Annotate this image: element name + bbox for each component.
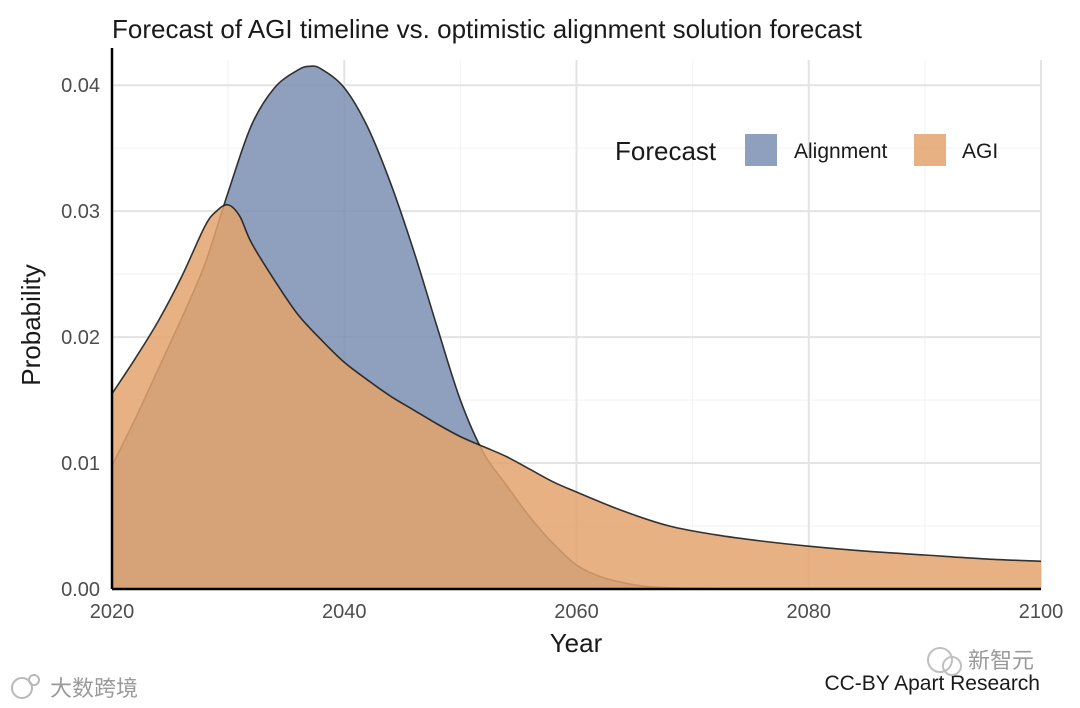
legend-label-alignment: Alignment	[794, 140, 888, 163]
y-tick-label: 0.01	[61, 453, 100, 475]
watermark-right-logo-icon-2	[942, 656, 962, 676]
watermark-right: 新智元	[927, 647, 1034, 676]
legend-swatch-agi	[914, 134, 946, 166]
y-tick-label: 0.04	[61, 75, 100, 97]
legend-swatch-alignment	[745, 134, 777, 166]
y-tick-label: 0.02	[61, 327, 100, 349]
y-tick-label: 0.03	[61, 201, 100, 223]
area-agi	[112, 204, 1041, 589]
x-tick-label: 2040	[322, 601, 367, 623]
x-tick-label: 2060	[554, 601, 599, 623]
watermark-left-text: 大数跨境	[50, 677, 138, 702]
y-tick-label: 0.00	[61, 579, 100, 601]
legend-title: Forecast	[615, 136, 717, 166]
y-axis-title: Probability	[16, 264, 46, 385]
legend: Forecast Alignment AGI	[615, 134, 998, 166]
x-axis-title: Year	[550, 628, 603, 658]
tick-labels: 2020 2040 2060 2080 2100 0.00 0.01 0.02 0.03 0.04	[61, 75, 1063, 623]
chart-title: Forecast of AGI timeline vs. optimistic …	[112, 14, 863, 44]
x-tick-label: 2020	[90, 601, 135, 623]
x-tick-label: 2100	[1019, 601, 1064, 623]
watermark-right-text: 新智元	[968, 649, 1034, 674]
line-agi	[111, 203, 1042, 563]
credit-text: CC-BY Apart Research	[824, 672, 1040, 695]
watermark-right-logo-icon	[927, 647, 953, 673]
x-tick-label: 2080	[787, 601, 832, 623]
watermark-left-logo-icon	[11, 677, 33, 699]
watermark-left: 大数跨境	[11, 674, 138, 702]
axes	[110, 48, 1041, 591]
legend-label-agi: AGI	[962, 140, 998, 163]
watermark-left-logo-dot-icon	[28, 674, 40, 686]
